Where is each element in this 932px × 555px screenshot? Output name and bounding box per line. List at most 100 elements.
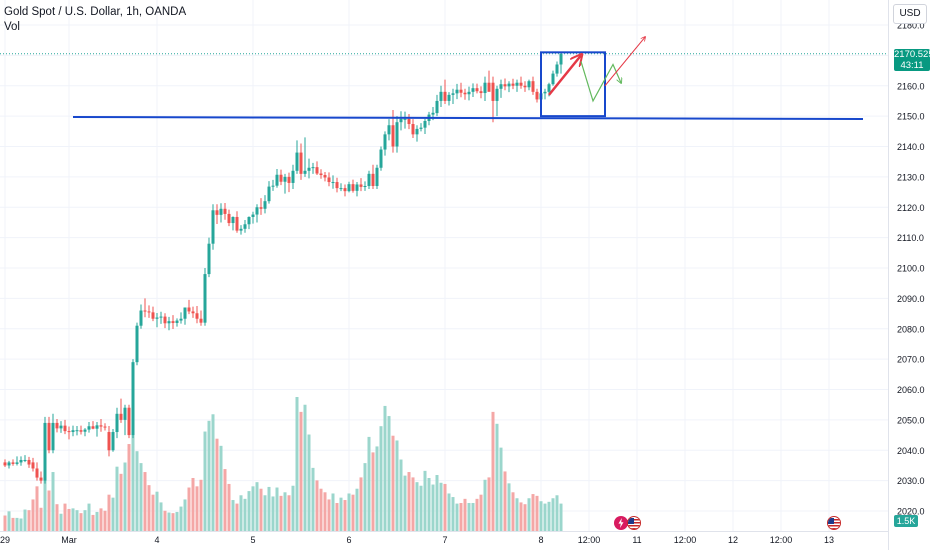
candle-body: [155, 317, 159, 319]
volume-bar: [3, 515, 7, 531]
y-tick-label: 2040.0: [897, 446, 925, 456]
volume-bar: [387, 416, 391, 531]
candle-body: [123, 407, 127, 420]
volume-bar: [443, 483, 447, 531]
volume-bar: [463, 498, 467, 531]
candle-body: [147, 311, 151, 313]
volume-bar: [551, 498, 555, 531]
candle-body: [547, 84, 551, 92]
y-tick-label: 2160.0: [897, 81, 925, 91]
volume-value-tag: 1.5K: [894, 515, 918, 527]
last-price-tag: 2170.525 43:11: [894, 49, 932, 71]
volume-bar: [55, 504, 59, 531]
volume-bar: [71, 508, 75, 531]
candle-body: [339, 188, 343, 190]
candle-body: [471, 88, 475, 92]
candle-body: [379, 149, 383, 168]
candle-body: [3, 462, 7, 466]
candle-body: [527, 81, 531, 88]
volume-bar: [335, 503, 339, 531]
candle-body: [559, 53, 563, 65]
y-tick-label: 2030.0: [897, 476, 925, 486]
candle-body: [163, 316, 167, 324]
candle-body: [515, 82, 519, 86]
volume-bar: [411, 477, 415, 531]
volume-bar: [123, 462, 127, 531]
bar-countdown: 43:11: [900, 60, 924, 71]
volume-bar: [475, 498, 479, 531]
x-tick-label: 12:00: [578, 535, 601, 545]
candle-body: [451, 93, 455, 95]
candle-body: [235, 216, 239, 231]
candle-body: [423, 120, 427, 128]
y-tick-label: 2180.0: [897, 21, 925, 31]
volume-bar: [283, 492, 287, 531]
volume-bar: [415, 482, 419, 531]
volume-bar: [211, 414, 215, 531]
candle-body: [111, 432, 115, 451]
candle-body: [299, 152, 303, 174]
volume-bar: [151, 494, 155, 531]
candle-body: [107, 432, 111, 451]
candle-body: [351, 184, 355, 191]
candle-body: [359, 184, 363, 187]
candle-body: [327, 177, 331, 183]
volume-bar: [527, 498, 531, 531]
volume-bar: [47, 490, 51, 531]
volume-bar: [23, 509, 27, 531]
candle-body: [383, 134, 387, 150]
volume-bar: [435, 475, 439, 531]
candle-body: [27, 459, 31, 465]
volume-bar: [371, 452, 375, 531]
volume-bar: [195, 486, 199, 531]
volume-bar: [291, 485, 295, 531]
volume-bar: [103, 510, 107, 531]
candle-body: [11, 462, 15, 464]
candle-body: [59, 425, 63, 429]
candle-body: [519, 82, 523, 86]
volume-bar: [227, 483, 231, 531]
volume-bar: [391, 435, 395, 531]
volume-bar: [115, 466, 119, 531]
currency-button[interactable]: USD: [893, 4, 927, 24]
candle-body: [119, 413, 123, 420]
candle-body: [543, 91, 547, 94]
x-tick-label: 6: [346, 535, 351, 545]
volume-bar: [515, 498, 519, 531]
volume-bar: [355, 488, 359, 531]
us-flag-icon[interactable]: [627, 516, 641, 530]
volume-bar: [379, 426, 383, 531]
us-flag-icon[interactable]: [827, 516, 841, 530]
candle-body: [63, 425, 67, 432]
volume-bar: [395, 440, 399, 531]
candle-body: [375, 167, 379, 186]
lightning-icon[interactable]: [614, 516, 628, 530]
y-tick-label: 2110.0: [897, 233, 924, 243]
volume-bar: [203, 431, 207, 531]
candle-body: [531, 81, 535, 92]
volume-bar: [99, 508, 103, 531]
volume-bar: [431, 484, 435, 531]
candle-body: [363, 185, 367, 187]
candle-body: [187, 307, 191, 312]
volume-bar: [331, 493, 335, 531]
volume-bar: [267, 486, 271, 531]
volume-bar: [487, 477, 491, 531]
volume-bar: [11, 517, 15, 531]
volume-bar: [127, 444, 131, 531]
candle-body: [159, 316, 163, 318]
volume-bar: [339, 497, 343, 531]
y-tick-label: 2140.0: [897, 142, 925, 152]
candle-body: [87, 426, 91, 430]
y-tick-label: 2150.0: [897, 112, 925, 122]
y-tick-label: 2080.0: [897, 324, 925, 334]
volume-bar: [279, 495, 283, 531]
candle-body: [115, 413, 119, 433]
volume-bar: [159, 502, 163, 531]
candle-body: [419, 127, 423, 129]
candle-body: [219, 208, 223, 215]
candle-body: [211, 210, 215, 244]
volume-bar: [539, 501, 543, 531]
